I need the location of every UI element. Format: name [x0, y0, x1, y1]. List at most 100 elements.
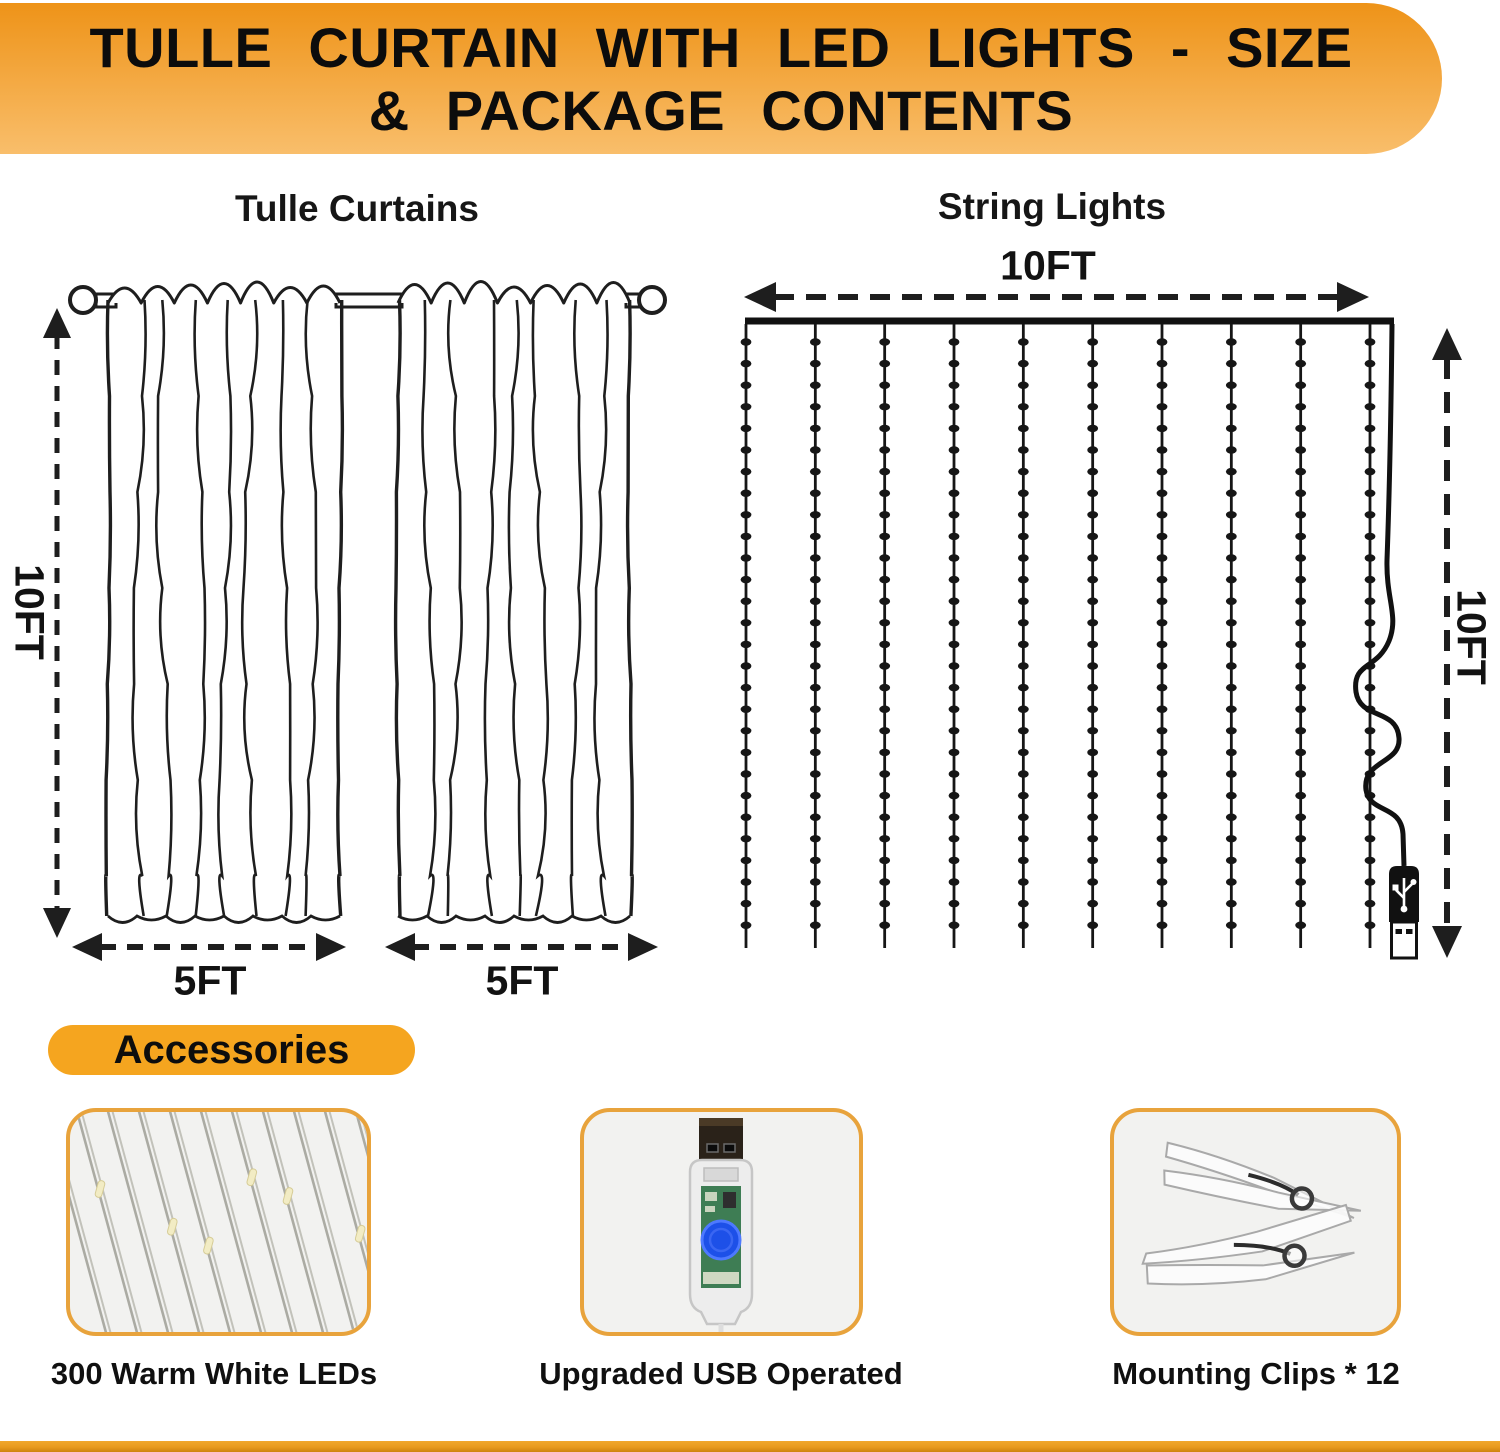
led-dot — [1156, 446, 1168, 454]
led-dot — [1156, 791, 1168, 800]
led-dot — [1087, 813, 1099, 821]
led-dot — [1364, 424, 1376, 433]
led-string — [809, 324, 821, 948]
clip-1 — [1163, 1141, 1362, 1219]
led-dot — [948, 662, 960, 670]
led-dot — [809, 748, 821, 757]
led-dot — [740, 640, 752, 649]
led-dot — [879, 338, 891, 346]
led-dot — [1017, 683, 1029, 692]
led-dot — [948, 532, 960, 541]
led-dot — [809, 511, 821, 519]
led-dot — [1156, 554, 1168, 562]
led-dot — [1156, 619, 1168, 627]
led-dot — [1087, 554, 1099, 562]
led-dot — [1156, 597, 1168, 605]
curtain-diagram — [43, 280, 667, 961]
power-cord — [1353, 323, 1407, 867]
curtain-height-arrow — [43, 308, 71, 938]
led-dot — [1087, 640, 1099, 649]
led-string — [1156, 324, 1168, 948]
led-dot — [879, 467, 891, 476]
led-dot — [1017, 597, 1029, 605]
rod-finial-right — [637, 285, 667, 315]
led-dot — [740, 554, 752, 562]
led-dot — [1225, 835, 1237, 843]
arrowhead-right — [1337, 282, 1369, 312]
led-dot — [1017, 813, 1029, 821]
led-dot — [1364, 467, 1376, 476]
led-dot — [740, 359, 752, 368]
led-dot — [879, 899, 891, 908]
led-dot — [1295, 748, 1307, 757]
led-dot — [948, 467, 960, 476]
led-dot — [1156, 748, 1168, 757]
led-dot — [809, 856, 821, 865]
led-dot — [1364, 511, 1376, 519]
mounting-clips-icon — [1141, 1141, 1362, 1286]
led-dot — [879, 489, 891, 497]
led-dot — [948, 770, 960, 778]
led-dot — [948, 878, 960, 886]
led-dot — [879, 446, 891, 454]
led-dot — [1017, 575, 1029, 584]
bottom-accent-strip — [0, 1441, 1500, 1452]
led-dot — [1087, 835, 1099, 843]
led-dot — [948, 640, 960, 649]
led-dot — [1364, 575, 1376, 584]
led-dot — [1017, 899, 1029, 908]
led-dot — [1017, 403, 1029, 411]
lights-diagram-title: String Lights — [937, 186, 1167, 227]
led-dot — [1225, 770, 1237, 778]
led-dot — [948, 424, 960, 433]
arrowhead-left — [744, 282, 776, 312]
led-dot — [1295, 446, 1307, 454]
led-dot — [1225, 467, 1237, 476]
led-dot — [948, 727, 960, 735]
led-dot — [1295, 381, 1307, 389]
led-dot — [1017, 921, 1029, 929]
led-dot — [809, 532, 821, 541]
led-dot — [1225, 359, 1237, 368]
led-wire — [137, 1112, 205, 1332]
string-lights-diagram — [740, 282, 1462, 960]
led-dot — [1087, 748, 1099, 757]
led-dot — [948, 359, 960, 368]
led-wire — [292, 1112, 360, 1332]
led-dot — [740, 899, 752, 908]
led-dot — [1087, 381, 1099, 389]
led-dot — [1156, 467, 1168, 476]
led-dot — [740, 619, 752, 627]
led-dot — [1295, 511, 1307, 519]
usb-plug — [1389, 866, 1419, 960]
led-dot — [1087, 359, 1099, 368]
led-dot — [1364, 899, 1376, 908]
led-dot — [809, 727, 821, 735]
led-dot — [740, 683, 752, 692]
led-dot — [1364, 403, 1376, 411]
led-dot — [740, 446, 752, 454]
led-bead — [246, 1168, 258, 1187]
led-dot — [879, 424, 891, 433]
led-dot — [809, 640, 821, 649]
led-dot — [740, 921, 752, 929]
led-dot — [1087, 899, 1099, 908]
panel2-width-label: 5FT — [485, 957, 559, 1004]
led-dot — [1156, 489, 1168, 497]
led-dot — [1087, 532, 1099, 541]
lights-height-arrow — [1432, 328, 1462, 958]
led-dot — [1225, 575, 1237, 584]
led-dot — [740, 791, 752, 800]
led-dot — [1295, 467, 1307, 476]
led-wire — [323, 1112, 367, 1272]
led-dot — [1087, 791, 1099, 800]
led-dot — [1156, 856, 1168, 865]
led-strings — [740, 324, 1376, 948]
panel-width-arrow-2 — [385, 933, 658, 961]
led-dot — [809, 662, 821, 670]
led-dot — [1017, 748, 1029, 757]
led-dot — [1017, 446, 1029, 454]
led-dot — [1156, 338, 1168, 346]
led-dot — [809, 791, 821, 800]
led-dot — [740, 381, 752, 389]
